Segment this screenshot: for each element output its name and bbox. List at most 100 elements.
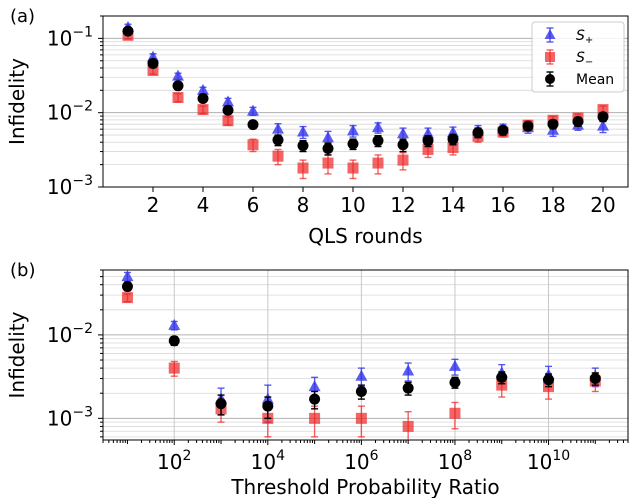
- data-point-circle: [222, 104, 234, 116]
- legend-marker-square: [545, 52, 555, 62]
- data-point-circle: [297, 140, 309, 152]
- x-tick-label: 2: [147, 193, 160, 217]
- data-point-triangle: [222, 95, 234, 107]
- data-point-circle: [589, 373, 601, 385]
- data-point-circle: [197, 93, 209, 105]
- data-point-square: [496, 379, 508, 391]
- legend-entry: S+: [544, 27, 593, 46]
- data-point-circle: [496, 371, 508, 383]
- data-point-square: [347, 162, 359, 174]
- data-point-square: [397, 154, 409, 166]
- legend-marker-circle: [545, 74, 555, 84]
- data-point-circle: [247, 119, 259, 131]
- x-tick-label: 108: [438, 448, 472, 474]
- data-point-square: [449, 407, 461, 419]
- y-tick-label: 10−2: [47, 321, 93, 347]
- data-point-triangle: [347, 124, 359, 136]
- data-point-circle: [322, 142, 334, 154]
- data-point-square: [597, 104, 609, 116]
- y-tick-label: 10−3: [47, 404, 93, 430]
- data-point-circle: [121, 281, 133, 293]
- y-axis-label: Infidelity: [5, 58, 29, 145]
- x-tick-label: 6: [247, 193, 260, 217]
- legend-entry: S−: [545, 49, 593, 68]
- data-point-triangle: [355, 369, 368, 381]
- data-point-circle: [372, 135, 384, 147]
- x-tick-label: 4: [197, 193, 210, 217]
- data-point-triangle: [397, 127, 409, 139]
- data-point-square: [322, 157, 334, 169]
- data-point-square: [222, 115, 234, 127]
- data-point-square: [297, 162, 309, 174]
- x-axis-label: QLS rounds: [308, 224, 422, 248]
- data-point-circle: [262, 400, 274, 412]
- data-point-circle: [309, 393, 321, 405]
- panel-b: 102 104 106 108 1010 10−3 10−2 Threshold Probab…: [5, 260, 629, 498]
- panel-label: (b): [10, 260, 35, 281]
- legend-box: [531, 21, 625, 93]
- data-point-triangle: [297, 125, 309, 137]
- data-point-square: [168, 362, 180, 374]
- legend-entry: Mean: [545, 71, 614, 88]
- data-point-circle: [597, 111, 609, 123]
- data-point-triangle: [308, 380, 321, 392]
- data-point-circle: [447, 133, 459, 145]
- legend-label: Mean: [576, 72, 614, 88]
- data-point-circle: [543, 374, 555, 386]
- y-tick-label: 10−1: [47, 24, 93, 50]
- plot-frame: [102, 15, 629, 188]
- panel-a: 2 4 6 8 10 12 14 16 18 20 10−3 10−2 10−1 QLS rounds In…: [5, 6, 629, 248]
- data-point-square: [121, 292, 133, 304]
- y-tick-label: 10−2: [47, 99, 93, 125]
- legend-marker-triangle: [544, 29, 556, 39]
- data-point-circle: [272, 134, 284, 146]
- x-tick-label: 106: [344, 448, 378, 474]
- data-point-triangle: [197, 83, 209, 95]
- legend-label: S−: [576, 50, 593, 68]
- data-point-circle: [497, 124, 509, 136]
- x-tick-label: 10: [340, 193, 365, 217]
- data-point-circle: [215, 398, 227, 410]
- data-point-square: [247, 139, 259, 151]
- data-point-square: [402, 420, 414, 432]
- y-axis-label: Infidelity: [5, 311, 29, 398]
- data-point-circle: [522, 120, 534, 132]
- x-tick-label: 14: [440, 193, 465, 217]
- data-point-square: [147, 64, 159, 76]
- x-tick-label: 12: [390, 193, 415, 217]
- data-layer: [121, 270, 602, 440]
- data-point-triangle: [448, 359, 461, 371]
- data-point-circle: [172, 80, 184, 92]
- plot-frame: [102, 269, 629, 441]
- x-tick-label: 102: [157, 448, 191, 474]
- data-point-circle: [397, 139, 409, 151]
- data-layer: [122, 21, 609, 180]
- data-point-square: [372, 157, 384, 169]
- data-point-circle: [547, 118, 559, 130]
- data-point-triangle: [168, 318, 181, 330]
- data-point-circle: [449, 376, 461, 388]
- data-point-circle: [347, 138, 359, 150]
- data-point-triangle: [322, 131, 334, 143]
- data-point-triangle: [372, 121, 384, 133]
- data-point-circle: [572, 116, 584, 128]
- series-circle: [121, 281, 601, 420]
- data-point-square: [422, 143, 434, 155]
- data-point-circle: [422, 135, 434, 147]
- legend-label: S+: [576, 28, 593, 46]
- data-point-square: [172, 92, 184, 104]
- x-tick-label: 20: [590, 193, 615, 217]
- data-point-triangle: [597, 119, 609, 131]
- data-point-circle: [355, 385, 367, 397]
- data-point-square: [272, 150, 284, 162]
- data-point-triangle: [272, 122, 284, 134]
- data-point-triangle: [121, 270, 134, 282]
- panel-label: (a): [10, 6, 35, 27]
- series-circle: [122, 25, 609, 156]
- data-point-square: [309, 412, 321, 424]
- data-point-circle: [122, 25, 134, 37]
- legend: S+ S− Mean: [531, 21, 625, 93]
- data-point-square: [355, 412, 367, 424]
- x-tick-label: 18: [540, 193, 565, 217]
